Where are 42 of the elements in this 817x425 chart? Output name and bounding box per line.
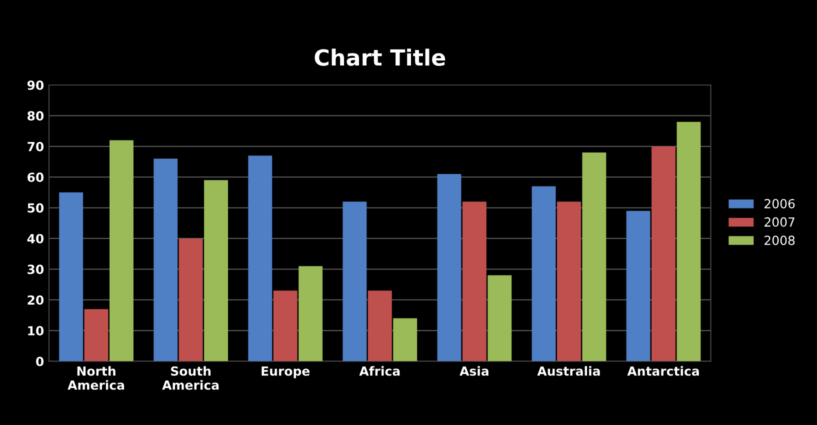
bar [437, 174, 462, 362]
legend-label: 2008 [764, 236, 795, 246]
legend-label: 2006 [764, 198, 795, 208]
y-tick-label: 0 [36, 356, 44, 366]
y-tick-label: 70 [28, 142, 44, 152]
y-tick-label: 60 [28, 172, 44, 182]
x-tick-label: Antarctica [627, 366, 699, 376]
x-tick-label: Australia [537, 366, 600, 376]
bar [298, 266, 323, 362]
bar [368, 290, 392, 362]
x-tick-label: Africa [359, 366, 400, 376]
legend-label: 2007 [764, 217, 794, 227]
bar [273, 290, 298, 362]
x-tick-label: Asia [460, 366, 488, 376]
bar [626, 210, 650, 362]
y-tick-label: 90 [27, 80, 44, 90]
bar [84, 309, 108, 362]
x-tick-label: North America [68, 366, 124, 390]
y-tick-label: 40 [27, 234, 44, 244]
bar [488, 275, 512, 362]
bar [342, 202, 367, 362]
y-tick-label: 80 [28, 111, 44, 121]
bar [652, 146, 676, 362]
bar [582, 152, 606, 362]
x-tick-label: Europe [262, 366, 310, 378]
x-tick-label: South America [162, 366, 219, 390]
chart-title: Chart Title [314, 48, 446, 66]
y-tick-label: 50 [28, 203, 44, 213]
y-tick-label: 30 [28, 264, 44, 274]
bar [154, 158, 178, 362]
bar [248, 156, 272, 362]
bar [110, 140, 134, 362]
y-tick-label: 10 [28, 326, 44, 336]
y-tick-label: 20 [28, 295, 44, 305]
bar [532, 186, 556, 362]
bar [676, 122, 701, 362]
bar [204, 180, 228, 362]
bar [557, 202, 581, 362]
bar [462, 202, 486, 362]
bar [393, 318, 418, 362]
bar [178, 238, 203, 362]
bar [59, 192, 84, 362]
